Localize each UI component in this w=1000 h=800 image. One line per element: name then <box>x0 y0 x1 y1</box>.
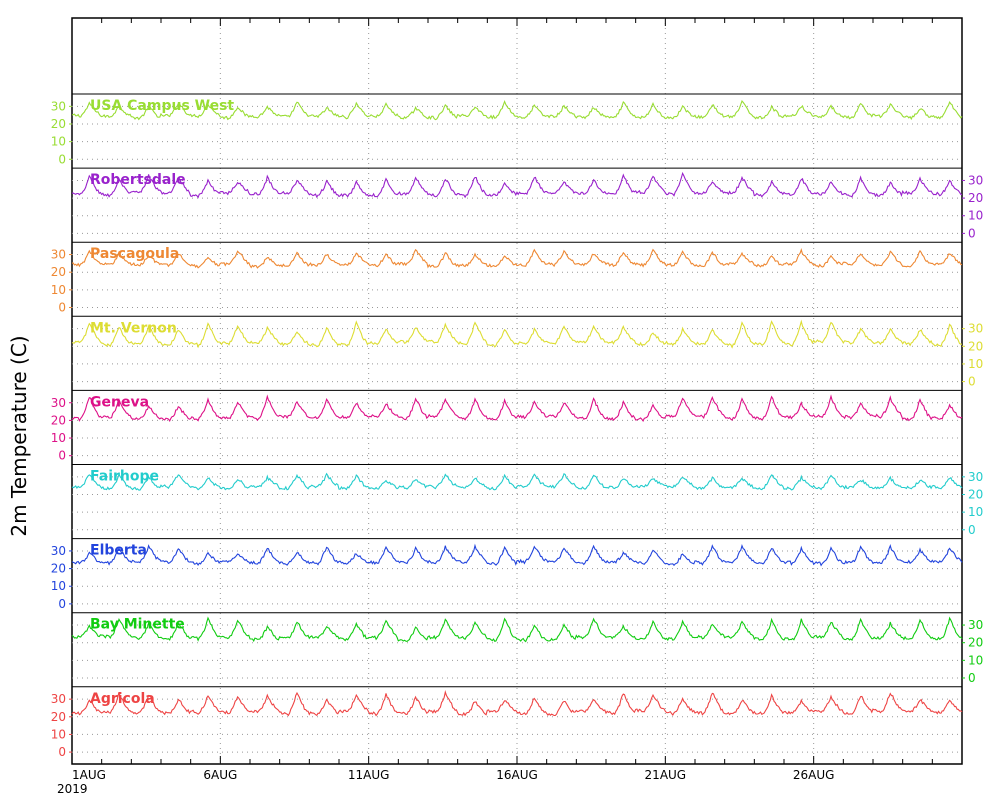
y-tick-label: 0 <box>968 375 976 389</box>
y-tick-label: 10 <box>51 135 66 149</box>
series-line <box>71 99 963 121</box>
x-year-label: 2019 <box>57 782 88 796</box>
series-name-label: Pascagoula <box>90 246 179 262</box>
y-tick-label: 10 <box>968 653 983 667</box>
panel-elberta: 0 10 20 30 Elberta <box>51 538 963 611</box>
y-tick-label: 30 <box>968 618 983 632</box>
series-line <box>71 472 963 491</box>
panels: 0 10 20 30 USA Campus West 0 10 20 30 Robertsdale… <box>51 93 983 759</box>
series-name-label: Fairhope <box>90 469 159 485</box>
y-tick-label: 10 <box>51 579 66 593</box>
series-line <box>72 247 963 269</box>
panel-robertsdale: 0 10 20 30 Robertsdale <box>71 167 983 240</box>
y-tick-label: 20 <box>51 710 66 724</box>
y-axis-label: 2m Temperature (C) <box>7 335 31 536</box>
series-name-label: Elberta <box>90 543 147 559</box>
y-tick-label: 20 <box>51 413 66 427</box>
series-name-label: USA Campus West <box>90 98 234 114</box>
panel-bay-minette: 0 10 20 30 Bay Minette <box>71 612 983 685</box>
y-tick-label: 20 <box>968 191 983 205</box>
series-line <box>71 319 962 349</box>
y-tick-label: 10 <box>51 727 66 741</box>
series-name-label: Bay Minette <box>90 617 185 633</box>
y-tick-label: 10 <box>968 357 983 371</box>
y-tick-label: 0 <box>58 745 66 759</box>
y-tick-label: 30 <box>51 248 66 262</box>
series-line <box>71 616 963 643</box>
y-tick-label: 30 <box>968 173 983 187</box>
x-tick-label: 26AUG <box>793 768 835 782</box>
series-line <box>71 171 963 199</box>
y-tick-label: 20 <box>51 117 66 131</box>
x-tick-label: 21AUG <box>645 768 687 782</box>
y-tick-label: 0 <box>58 597 66 611</box>
y-tick-label: 30 <box>51 692 66 706</box>
y-tick-label: 30 <box>51 544 66 558</box>
series-name-label: Robertsdale <box>90 172 186 188</box>
panel-geneva: 0 10 20 30 Geneva <box>51 389 963 463</box>
y-tick-label: 0 <box>58 300 66 314</box>
series-name-label: Agricola <box>90 691 155 707</box>
y-tick-label: 20 <box>968 636 983 650</box>
y-tick-label: 0 <box>968 523 976 537</box>
y-tick-label: 30 <box>51 99 66 113</box>
series-line <box>71 543 963 567</box>
x-tick-label: 16AUG <box>496 768 538 782</box>
panel-usa-campus-west: 0 10 20 30 USA Campus West <box>51 93 963 166</box>
grid <box>219 18 815 764</box>
y-tick-label: 0 <box>968 226 976 240</box>
y-tick-label: 0 <box>968 671 976 685</box>
y-tick-label: 20 <box>968 487 983 501</box>
y-tick-label: 20 <box>51 265 66 279</box>
y-tick-label: 20 <box>968 339 983 353</box>
panel-agricola: 0 10 20 30 Agricola <box>51 686 963 759</box>
y-tick-label: 30 <box>968 470 983 484</box>
y-tick-label: 30 <box>51 396 66 410</box>
series-line <box>71 690 963 717</box>
y-tick-label: 20 <box>51 562 66 576</box>
y-tick-label: 10 <box>968 505 983 519</box>
panel-mt-vernon: 0 10 20 30 Mt. Vernon <box>71 315 983 389</box>
panel-pascagoula: 0 10 20 30 Pascagoula <box>51 241 963 314</box>
x-tick-label: 1AUG <box>72 768 106 782</box>
x-tick-label: 11AUG <box>348 768 390 782</box>
series-name-label: Mt. Vernon <box>90 320 177 336</box>
y-tick-label: 30 <box>968 322 983 336</box>
y-tick-label: 0 <box>58 449 66 463</box>
x-axis: 1AUG 6AUG 11AUG 16AUG 21AUG 26AUG 2019 <box>57 18 963 796</box>
x-tick-label: 6AUG <box>203 768 237 782</box>
y-tick-label: 0 <box>58 152 66 166</box>
series-line <box>71 394 963 422</box>
y-tick-label: 10 <box>51 283 66 297</box>
y-tick-label: 10 <box>51 431 66 445</box>
panel-fairhope: 0 10 20 30 Fairhope <box>71 464 983 537</box>
y-tick-label: 10 <box>968 209 983 223</box>
series-name-label: Geneva <box>90 394 149 410</box>
plot-frame <box>71 17 963 765</box>
